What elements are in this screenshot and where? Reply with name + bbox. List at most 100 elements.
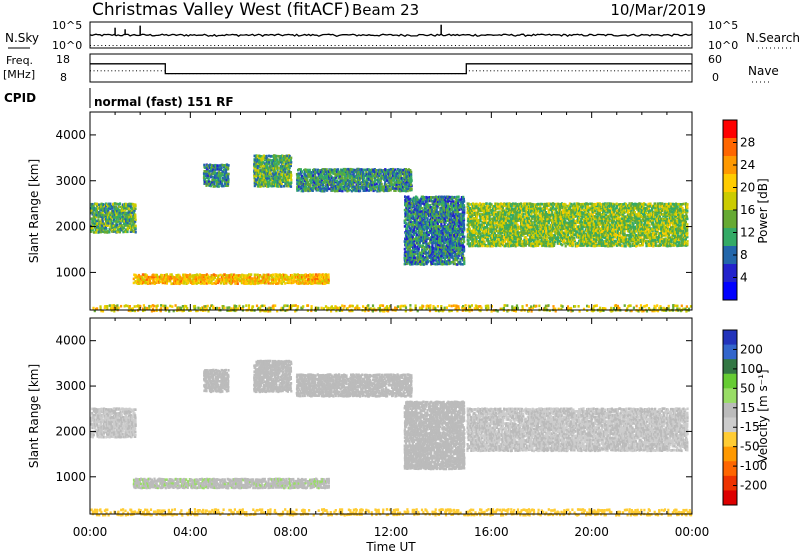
beam-label: Beam 23 bbox=[352, 1, 419, 19]
nave-point bbox=[614, 70, 615, 71]
data-cell bbox=[284, 171, 286, 174]
nsearch-point bbox=[256, 45, 257, 46]
nave-point bbox=[529, 70, 530, 71]
data-cell bbox=[504, 240, 506, 243]
nave-point bbox=[285, 73, 286, 74]
freq-series bbox=[90, 64, 692, 74]
nave-point bbox=[104, 70, 105, 71]
nsearch-point bbox=[462, 45, 463, 46]
nsearch-point bbox=[94, 45, 95, 46]
nave-point bbox=[299, 73, 300, 74]
data-cell bbox=[309, 169, 311, 172]
nave-point bbox=[239, 73, 240, 74]
nsearch-point bbox=[658, 45, 659, 46]
nave-point bbox=[288, 73, 289, 74]
nsearch-point bbox=[666, 45, 667, 46]
nsearch-point bbox=[493, 45, 494, 46]
date-label: 10/Mar/2019 bbox=[610, 1, 706, 19]
data-cell bbox=[463, 223, 465, 226]
nsearch-point bbox=[192, 45, 193, 46]
data-cell bbox=[486, 202, 488, 205]
nave-point bbox=[469, 70, 470, 71]
nsearch-point bbox=[587, 45, 588, 46]
data-cell bbox=[214, 185, 216, 188]
nsearch-point bbox=[113, 45, 114, 46]
nsearch-point bbox=[677, 45, 678, 46]
nave-point bbox=[688, 70, 689, 71]
data-cell bbox=[479, 232, 481, 235]
nave-point bbox=[518, 70, 519, 71]
nave-point bbox=[667, 70, 668, 71]
data-cell bbox=[463, 240, 465, 243]
nsearch-point bbox=[222, 45, 223, 46]
nave-point bbox=[214, 73, 215, 74]
nave-point bbox=[370, 73, 371, 74]
nsearch-point bbox=[195, 45, 196, 46]
nave-point bbox=[480, 70, 481, 71]
data-cell bbox=[359, 190, 361, 193]
nsearch-point bbox=[440, 45, 441, 46]
nsearch-point bbox=[684, 45, 685, 46]
nsearch-point bbox=[605, 45, 606, 46]
nave-point bbox=[108, 70, 109, 71]
nsearch-point bbox=[594, 45, 595, 46]
nsearch-point bbox=[579, 45, 580, 46]
nave-point bbox=[232, 73, 233, 74]
nave-point bbox=[504, 70, 505, 71]
data-cell bbox=[458, 209, 460, 212]
nave-point bbox=[306, 73, 307, 74]
nave-point bbox=[657, 70, 658, 71]
nsearch-point bbox=[504, 45, 505, 46]
data-cell bbox=[463, 209, 465, 212]
nsearch-point bbox=[681, 45, 682, 46]
data-cell bbox=[267, 273, 269, 276]
data-cell bbox=[395, 175, 397, 178]
nave-point bbox=[115, 70, 116, 71]
nsearch-point bbox=[395, 45, 396, 46]
data-cell bbox=[95, 231, 97, 234]
data-cell bbox=[390, 168, 392, 171]
data-cell bbox=[227, 177, 229, 180]
nave-point bbox=[455, 73, 456, 74]
nave-point bbox=[249, 73, 250, 74]
freq-left-tick-high: 18 bbox=[56, 53, 70, 66]
nsearch-point bbox=[383, 45, 384, 46]
nsearch-point bbox=[210, 45, 211, 46]
nave-point bbox=[317, 73, 318, 74]
freq-left-tick-low: 8 bbox=[60, 71, 67, 84]
nave-point bbox=[664, 70, 665, 71]
nsearch-point bbox=[470, 45, 471, 46]
data-cell bbox=[135, 218, 137, 221]
freq-right-tick-low: 0 bbox=[712, 71, 719, 84]
nsearch-point bbox=[406, 45, 407, 46]
data-cell bbox=[422, 255, 424, 258]
nsearch-point bbox=[425, 45, 426, 46]
nave-point bbox=[387, 73, 388, 74]
nsearch-point bbox=[304, 45, 305, 46]
nave-point bbox=[603, 70, 604, 71]
nsearch-point bbox=[564, 45, 565, 46]
data-cell bbox=[456, 217, 458, 220]
nave-point bbox=[210, 73, 211, 74]
data-cell bbox=[489, 206, 491, 209]
nave-point bbox=[476, 70, 477, 71]
data-cell bbox=[227, 181, 229, 184]
nave-point bbox=[207, 73, 208, 74]
nsearch-point bbox=[414, 45, 415, 46]
nave-point bbox=[642, 70, 643, 71]
nsearch-point bbox=[207, 45, 208, 46]
nsearch-point bbox=[331, 45, 332, 46]
nave-point bbox=[164, 70, 165, 71]
nsearch-point bbox=[508, 45, 509, 46]
noise-right-tick-high: 10^5 bbox=[708, 19, 738, 32]
nave-point bbox=[618, 70, 619, 71]
data-cell bbox=[413, 238, 415, 241]
nave-point bbox=[154, 70, 155, 71]
nsearch-point bbox=[519, 45, 520, 46]
nave-point bbox=[94, 70, 95, 71]
nsearch-point bbox=[432, 45, 433, 46]
nave-point bbox=[171, 73, 172, 74]
nave-point bbox=[561, 70, 562, 71]
freq-label: Freq. bbox=[6, 54, 33, 67]
nave-point bbox=[444, 73, 445, 74]
